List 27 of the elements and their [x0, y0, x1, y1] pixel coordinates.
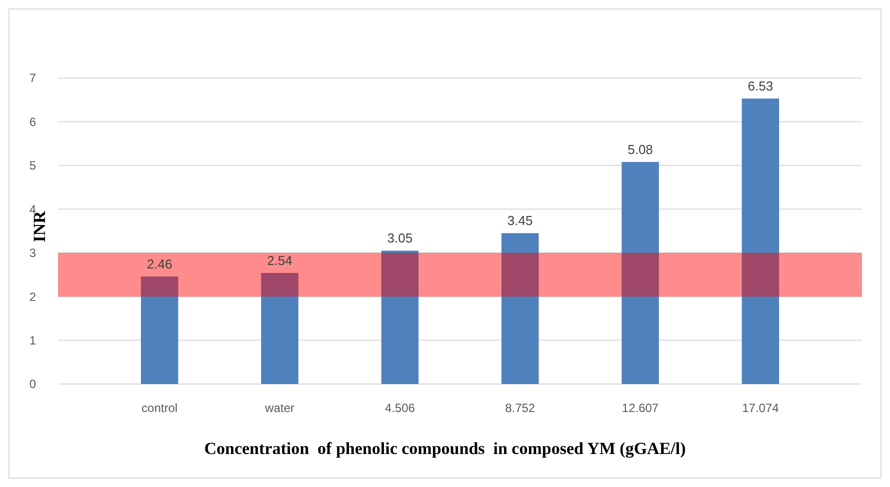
- data-label: 5.08: [628, 142, 653, 157]
- x-axis-title: Concentration of phenolic compounds in composed YM (gGAE/l): [204, 439, 686, 458]
- y-axis-title: INR: [30, 210, 49, 242]
- y-tick-label: 7: [29, 71, 36, 86]
- bar: [381, 250, 419, 384]
- y-tick-label: 1: [29, 333, 36, 348]
- data-label: 3.05: [387, 230, 413, 246]
- data-label: 2.54: [267, 252, 292, 268]
- y-tick-label: 0: [29, 377, 36, 392]
- bar: [261, 272, 298, 384]
- y-tick-label: 5: [29, 158, 36, 173]
- bar: [140, 276, 178, 384]
- data-label: 6.53: [748, 78, 774, 94]
- data-label: 2.46: [146, 256, 172, 272]
- y-tick-label: 3: [29, 246, 36, 260]
- bar: [622, 162, 659, 384]
- bar: [742, 98, 780, 384]
- y-tick-label: 6: [29, 114, 36, 129]
- x-tick-label: 17.074: [742, 401, 780, 415]
- data-label: 3.45: [507, 213, 533, 228]
- x-tick-label: 12.607: [622, 401, 659, 415]
- bar: [501, 233, 539, 384]
- x-tick-label: water: [264, 401, 294, 415]
- y-tick-label: 2: [29, 290, 36, 304]
- x-tick-label: 8.752: [505, 401, 536, 415]
- x-tick-label: control: [142, 401, 178, 415]
- x-tick-label: 4.506: [384, 401, 416, 415]
